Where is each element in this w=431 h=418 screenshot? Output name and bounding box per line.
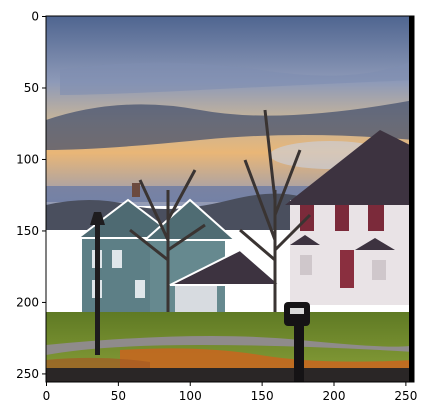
y-axis: 0 50 100 150 200 250 (16, 10, 46, 381)
y-tick-label: 0 (31, 10, 39, 24)
x-axis: 0 50 100 150 200 250 (43, 382, 418, 403)
y-tick-label: 250 (16, 367, 39, 381)
y-tick-label: 200 (16, 295, 39, 309)
x-tick-label: 0 (43, 389, 51, 403)
road-bottom (46, 368, 414, 382)
x-tick-label: 250 (394, 389, 417, 403)
y-tick-label: 100 (16, 152, 39, 166)
y-tick-label: 50 (24, 81, 39, 95)
x-tick-label: 100 (179, 389, 202, 403)
x-tick-label: 50 (111, 389, 126, 403)
x-tick-label: 150 (251, 389, 274, 403)
photo (46, 16, 420, 382)
image-edge (409, 16, 414, 382)
y-tick-label: 150 (16, 224, 39, 238)
x-tick-label: 200 (323, 389, 346, 403)
